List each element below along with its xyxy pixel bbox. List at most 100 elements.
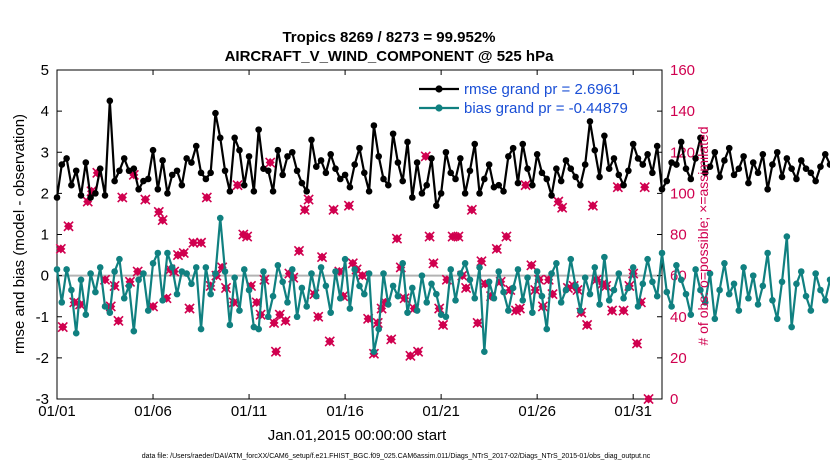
right-tick-label: 20 <box>670 350 687 367</box>
obs-marker <box>268 317 280 329</box>
rmse-point <box>106 97 114 105</box>
obs-marker <box>618 305 629 316</box>
rmse-point <box>346 183 354 191</box>
rmse-point <box>625 167 632 175</box>
rmse-point <box>428 155 435 162</box>
bias-point <box>533 268 541 275</box>
rmse-point <box>500 188 507 195</box>
right-tick-label: 100 <box>670 185 695 202</box>
rmse-point <box>524 165 531 172</box>
bias-point <box>730 280 738 288</box>
rmse-point <box>730 171 738 179</box>
rmse-point <box>793 175 800 183</box>
obs-marker <box>109 280 120 292</box>
bias-point <box>68 286 75 294</box>
bias-point <box>433 290 440 298</box>
bias-point <box>509 284 517 292</box>
bias-point <box>212 270 219 277</box>
bias-point <box>375 325 383 333</box>
obs-marker <box>57 321 68 333</box>
bias-point <box>385 301 392 308</box>
bias-point <box>826 276 830 284</box>
left-tick-label: 2 <box>41 185 49 202</box>
bias-point <box>601 253 608 261</box>
rmse-point <box>409 194 416 201</box>
rmse-point <box>634 155 642 162</box>
bias-series <box>53 214 830 356</box>
bias-point <box>351 266 358 273</box>
bias-point <box>279 278 286 286</box>
bias-point <box>562 286 570 294</box>
rmse-point <box>505 153 512 160</box>
rmse-point <box>284 153 291 160</box>
rmse-point <box>298 179 306 187</box>
bias-point <box>106 309 114 316</box>
bias-point <box>649 278 656 286</box>
right-tick-label: 140 <box>670 103 695 120</box>
bias-point <box>817 286 824 294</box>
bias-point <box>673 262 680 269</box>
rmse-point <box>557 177 565 185</box>
obs-marker <box>472 317 483 329</box>
obs-marker <box>466 204 478 215</box>
legend-rmse-label: rmse grand pr = 2.6961 <box>464 81 620 98</box>
bias-point <box>797 268 805 275</box>
rmse-point <box>293 167 301 175</box>
obs-assimilated-series <box>55 151 654 405</box>
obs-marker <box>514 303 526 314</box>
rmse-point <box>336 175 344 183</box>
rmse-point <box>433 202 440 210</box>
bias-point <box>284 299 291 306</box>
bias-point <box>721 259 728 267</box>
obs-marker <box>140 194 151 205</box>
bias-point <box>644 255 651 263</box>
rmse-point <box>317 157 325 164</box>
bias-point <box>802 292 810 300</box>
bias-point <box>687 311 695 318</box>
obs-marker <box>526 260 537 271</box>
rmse-point <box>226 188 234 195</box>
data-file-footnote: data file: /Users/raeder/DAI/ATM_forcXX/… <box>142 453 651 460</box>
rmse-point <box>548 192 555 199</box>
bias-point <box>610 286 618 294</box>
rmse-point <box>778 173 786 181</box>
bias-point <box>361 290 368 298</box>
rmse-point <box>610 155 618 162</box>
obs-marker <box>601 280 612 292</box>
obs-marker <box>184 303 195 314</box>
bias-point <box>524 274 531 281</box>
rmse-point <box>394 159 402 166</box>
rmse-point <box>725 144 733 152</box>
rmse-point <box>673 161 680 168</box>
obs-marker <box>280 315 291 327</box>
bias-point <box>409 284 416 292</box>
rmse-point <box>173 167 181 175</box>
rmse-point <box>365 188 373 195</box>
left-tick-label: 3 <box>41 144 49 161</box>
legend: rmse grand pr = 2.6961 bias grand pr = -… <box>419 81 628 117</box>
bias-point <box>773 315 781 323</box>
left-tick-label: -1 <box>36 309 49 326</box>
bias-point <box>173 290 181 298</box>
bias-point <box>231 274 238 281</box>
obs-marker <box>328 204 339 215</box>
bias-point <box>72 329 80 337</box>
rmse-point <box>620 181 627 189</box>
rmse-point <box>58 161 66 168</box>
rmse-point <box>658 185 666 193</box>
y-axis-label: rmse and bias (model - observation) <box>11 114 28 354</box>
rmse-point <box>231 134 238 142</box>
bias-point <box>625 284 632 292</box>
bias-point <box>553 259 560 267</box>
left-tick-label: 4 <box>41 103 49 120</box>
rmse-point <box>101 192 109 199</box>
bias-point <box>548 270 555 277</box>
rmse-point <box>629 140 637 148</box>
rmse-point <box>442 148 450 156</box>
obs-marker <box>343 200 355 211</box>
bias-point <box>120 294 128 302</box>
bias-point <box>490 294 498 302</box>
bias-point <box>183 270 190 277</box>
bias-point <box>461 259 469 267</box>
rmse-point <box>562 157 570 164</box>
